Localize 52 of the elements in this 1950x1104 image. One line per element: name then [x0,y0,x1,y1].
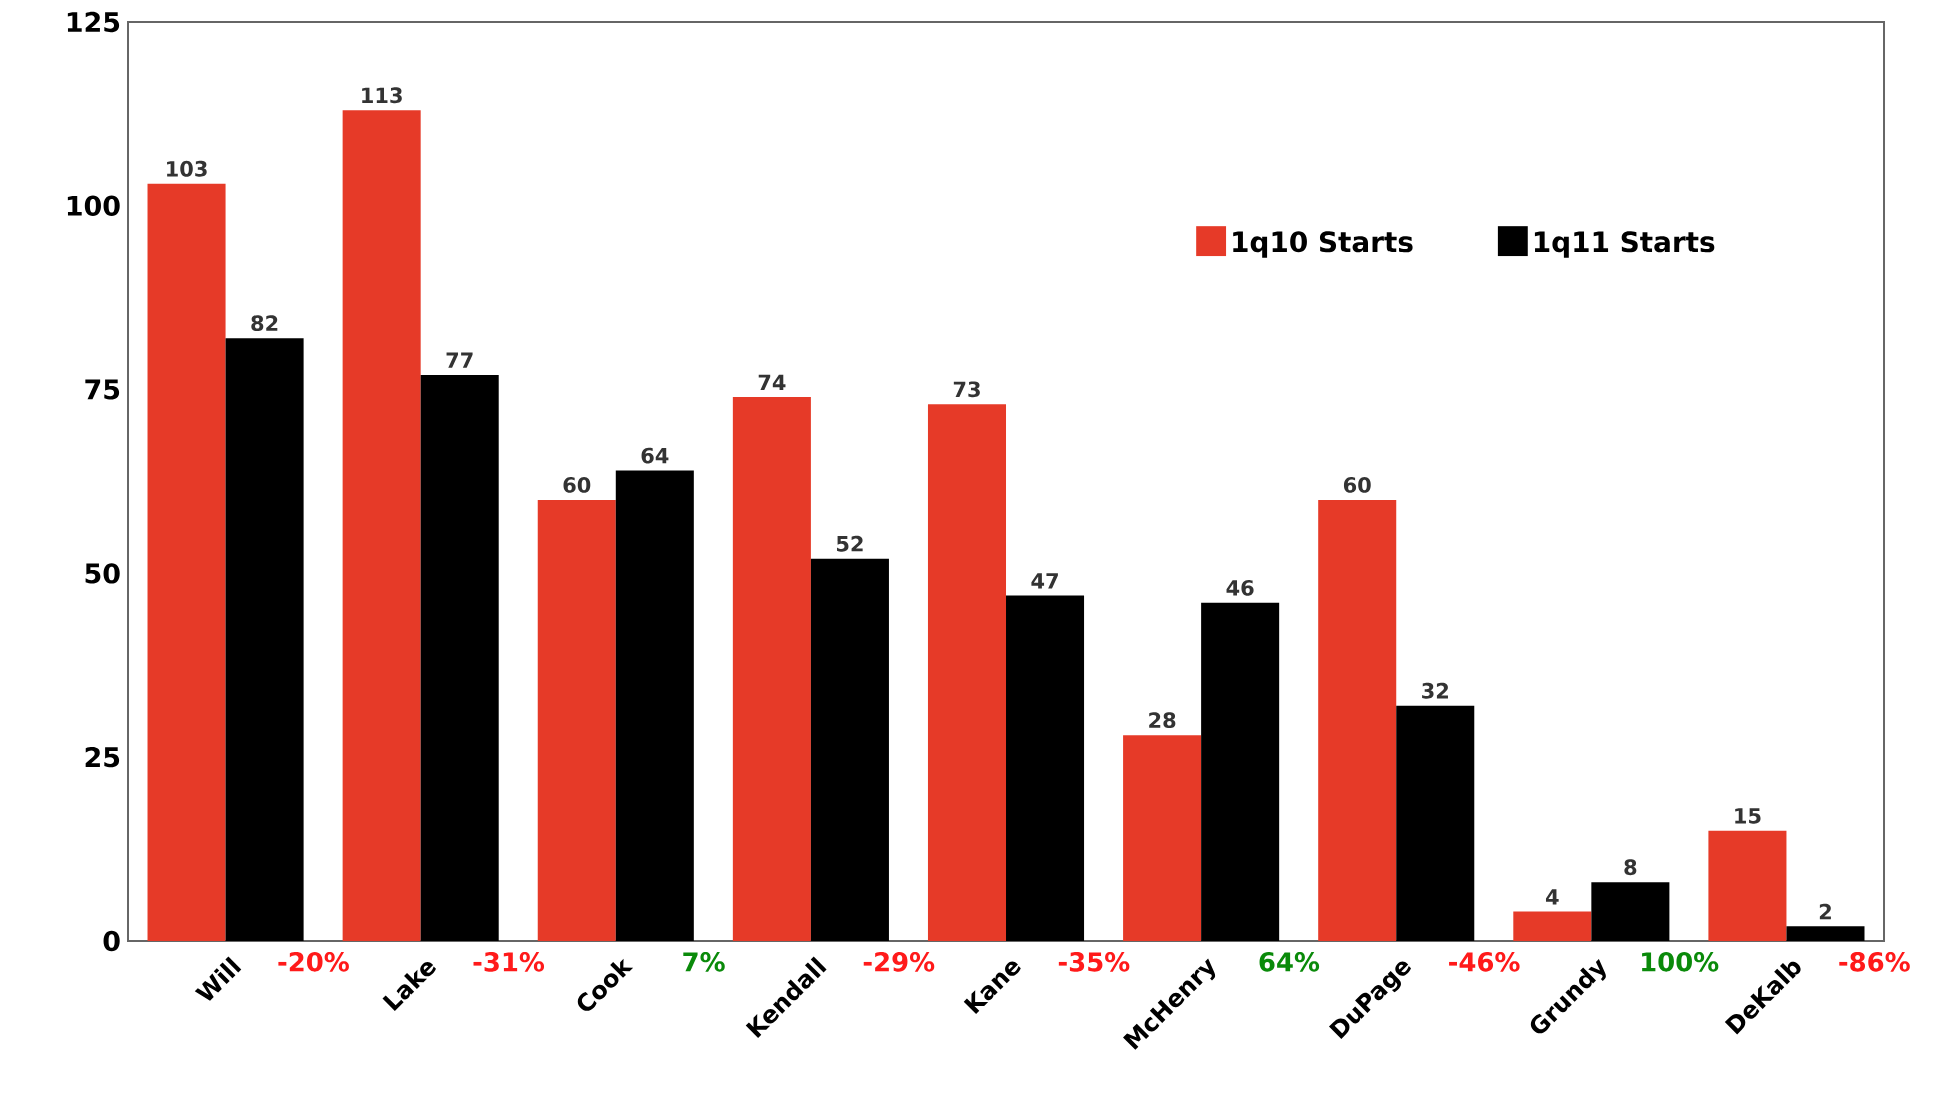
data-label: 4 [1545,889,1559,905]
bar [1591,882,1670,941]
data-label: 46 [1226,579,1254,596]
bar [1006,595,1085,941]
data-label: 64 [641,447,669,464]
bar [1513,911,1592,941]
data-label: 28 [1149,712,1176,729]
data-label: 73 [953,381,980,398]
data-label: 60 [563,477,591,493]
bar [537,499,616,941]
data-label: 32 [1422,682,1448,699]
bar [1201,602,1280,941]
y-tick-label: 75 [85,379,120,400]
text: 64% [1259,952,1320,972]
data-label: 47 [1031,573,1058,589]
y-tick-label: 100 [67,195,120,216]
data-label: 60 [1343,477,1371,493]
bar [342,110,421,941]
text: 100% [1642,952,1719,972]
y-tick-label: 125 [67,11,120,33]
bar [732,396,811,941]
data-label: 8 [1624,859,1637,876]
y-tick-label: 50 [85,563,120,584]
text: -20% [278,952,349,972]
text: -31% [473,952,545,972]
text: 7% [683,952,725,972]
data-label: 52 [836,535,863,552]
data-label: 77 [446,352,473,368]
data-label: 103 [167,160,207,177]
bar [1123,735,1202,941]
data-label: 15 [1735,808,1761,824]
legend-label: 1q10 Starts [1233,231,1413,258]
data-label: 113 [362,87,402,104]
bar [615,470,694,941]
text: -86% [1839,952,1910,972]
y-tick-label: 0 [103,930,120,952]
bar [1396,705,1475,941]
bar [1708,830,1787,941]
data-label: 2 [1819,903,1831,920]
bar [927,404,1007,941]
bar [420,374,499,941]
data-label: 74 [758,374,786,390]
bar [1318,499,1397,941]
text: -29% [863,952,935,972]
bar [147,183,226,941]
legend-label: 1q11 Starts [1534,231,1715,258]
y-tick-label: 25 [85,747,120,768]
bar [1786,926,1865,941]
data-label: 82 [251,315,278,332]
text: -46% [1449,952,1520,972]
bar [225,338,304,941]
bar [810,558,889,941]
